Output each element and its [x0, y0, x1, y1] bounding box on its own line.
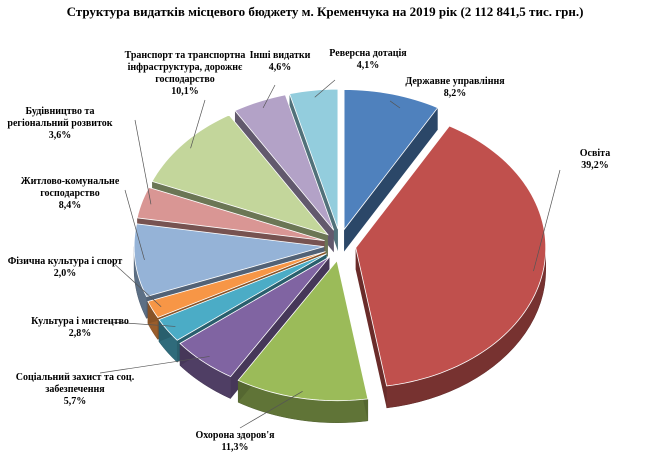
value-label: 11,3% [221, 442, 249, 453]
leader-line [533, 169, 561, 272]
value-label: 2,0% [53, 268, 77, 279]
slice-wall [147, 251, 326, 324]
leader-line [109, 259, 162, 308]
value-label: 39,2% [581, 160, 609, 171]
value-label: 2,8% [68, 328, 92, 339]
leader-line [389, 100, 401, 109]
slice [237, 259, 369, 402]
value-label: 8,4% [58, 200, 82, 211]
value-label: 4,1% [356, 60, 380, 71]
leader-line [314, 79, 336, 98]
slice-label: Інші видатки 4,6% [215, 50, 345, 74]
slice-label: Охорона здоров'я 11,3% [170, 430, 300, 454]
slice [147, 251, 326, 319]
slice-label: Культура і мистецтво 2,8% [15, 316, 145, 340]
slice [355, 125, 547, 387]
category-label: Будівництво та регіональний розвиток [7, 106, 113, 129]
value-label: 3,6% [48, 130, 72, 141]
slice-label: Соціальний захист та соц. забезпечення 5,… [10, 372, 140, 408]
slice-label: Реверсна дотація 4,1% [303, 48, 433, 72]
category-label: Соціальний захист та соц. забезпечення [15, 372, 135, 395]
category-label: Реверсна дотація [329, 48, 407, 59]
slice-wall [344, 107, 438, 252]
slice-label: Транспорт та транспортна інфраструктура,… [120, 50, 250, 98]
leader-line [124, 189, 145, 261]
category-label: Освіта [579, 148, 611, 159]
slice-label: Державне управління 8,2% [390, 76, 520, 100]
slice [343, 89, 439, 231]
value-label: 10,1% [171, 86, 199, 97]
leader-line [190, 99, 206, 149]
category-label: Житлово-комунальне господарство [20, 176, 120, 199]
slice-label: Будівництво та регіональний розвиток 3,6% [0, 106, 125, 142]
slice [289, 88, 339, 230]
category-label: Охорона здоров'я [195, 430, 275, 441]
category-label: Державне управління [405, 76, 505, 87]
slice-wall [355, 247, 387, 408]
value-label: 5,7% [63, 396, 87, 407]
category-label: Інші видатки [249, 50, 311, 61]
leader-line [99, 356, 210, 374]
slice [133, 223, 325, 297]
chart-title: Структура видатків місцевого бюджету м. … [66, 4, 584, 19]
slice-label: Освіта 39,2% [530, 148, 650, 172]
slice-label: Фізична культура і спорт 2,0% [0, 256, 130, 280]
slice [234, 94, 335, 231]
slice [158, 253, 327, 341]
slice [151, 114, 329, 236]
value-label: 8,2% [443, 88, 467, 99]
slice [179, 256, 330, 378]
category-label: Фізична культура і спорт [7, 256, 123, 267]
leader-line [262, 84, 276, 109]
leader-line [109, 321, 176, 327]
category-label: Транспорт та транспортна інфраструктура,… [124, 50, 246, 85]
slice [136, 186, 325, 242]
leader-line [134, 119, 152, 205]
slice-label: Житлово-комунальне господарство 8,4% [5, 176, 135, 212]
value-label: 4,6% [268, 62, 292, 73]
leader-line [239, 390, 303, 429]
category-label: Культура і мистецтво [31, 316, 129, 327]
